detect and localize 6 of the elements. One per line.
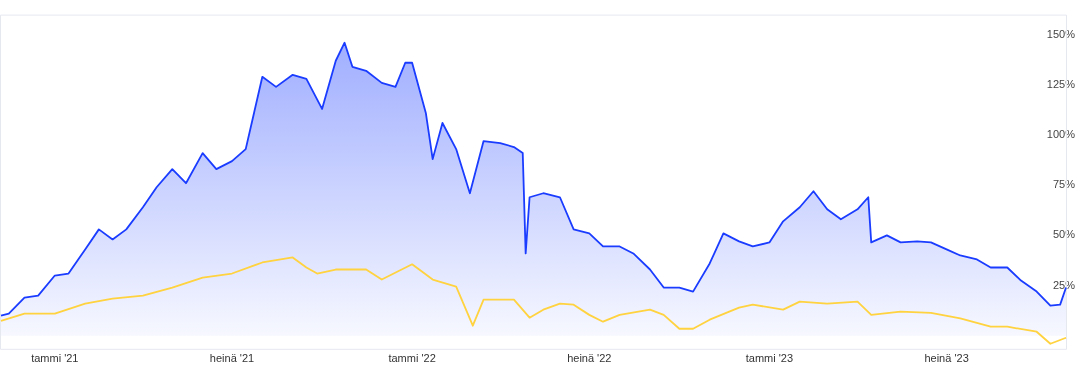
x-tick-label: heinä '21 (209, 352, 255, 365)
x-tick-label: tammi '22 (388, 352, 436, 365)
x-tick-label: heinä '22 (567, 352, 612, 365)
x-tick-label: heinä '23 (924, 352, 969, 365)
x-tick-label: tammi '23 (745, 352, 794, 365)
x-tick-label: tammi '21 (31, 352, 79, 365)
